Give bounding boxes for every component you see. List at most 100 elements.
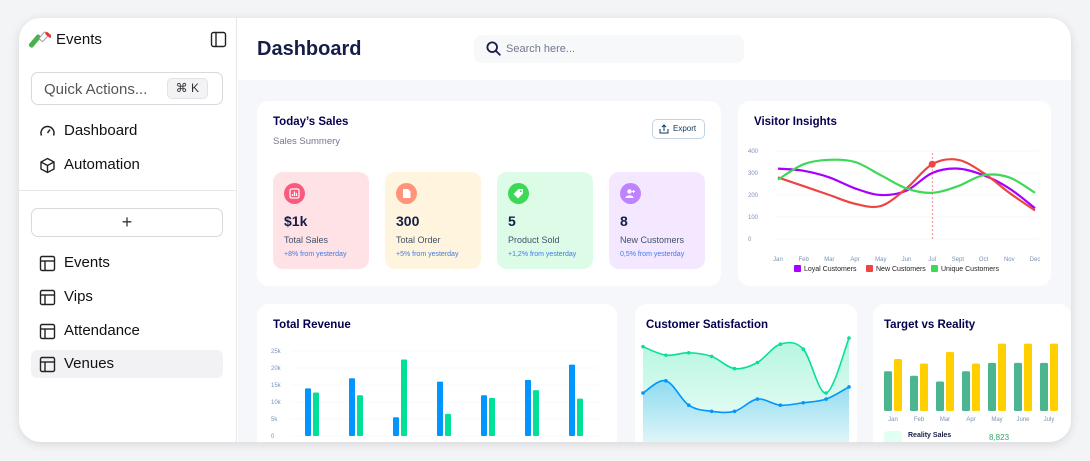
sidebar-item-label: Events: [64, 254, 110, 271]
export-icon: [659, 124, 669, 134]
table-icon: [39, 356, 56, 373]
revenue-bar: [481, 395, 487, 436]
quick-actions-label: Quick Actions...: [44, 81, 148, 98]
sidebar-item-events[interactable]: Events: [31, 249, 223, 277]
series-line-0: [642, 337, 850, 394]
series-line-1: [777, 158, 1036, 212]
data-point: [824, 397, 828, 401]
y-tick-label: 25k: [271, 349, 282, 355]
total-revenue-chart: 25k 20k 15k 10k 5k 0: [271, 349, 599, 440]
sidebar-item-automation[interactable]: Automation: [31, 151, 223, 179]
target-bar: [1040, 362, 1048, 411]
customer-satisfaction-chart: [641, 336, 851, 442]
cube-icon: [40, 157, 55, 174]
data-point: [847, 385, 851, 389]
revenue-bar: [393, 417, 399, 436]
add-table-button[interactable]: +: [31, 208, 223, 237]
main-content: Dashboard Today’s Sales Sales Summery Ex…: [238, 18, 1071, 442]
x-tick-label: Feb: [914, 417, 925, 423]
target-bar: [1024, 343, 1032, 411]
x-tick-label: May: [991, 417, 1002, 423]
data-point: [755, 397, 760, 401]
card-title: Today’s Sales: [273, 116, 349, 128]
chart-icon: [284, 183, 305, 204]
data-point: [847, 336, 851, 340]
data-point: [778, 403, 783, 407]
page-title: Dashboard: [257, 38, 362, 60]
stat-total-sales: $1k Total Sales +8% from yesterday: [273, 172, 369, 269]
y-tick-label: 20k: [271, 366, 282, 372]
stat-label: Total Order: [396, 235, 441, 245]
target-bar: [962, 371, 970, 411]
data-point: [732, 366, 737, 371]
target-bar: [1050, 343, 1058, 411]
legend-swatch: [931, 265, 938, 272]
stat-label: Product Sold: [508, 235, 560, 245]
sidebar-item-attendance[interactable]: Attendance: [31, 317, 223, 345]
reality-sales-label: Reality Sales: [908, 432, 952, 439]
card-title: Customer Satisfaction: [646, 319, 769, 331]
series-line-1: [642, 379, 850, 414]
data-point: [664, 353, 668, 357]
revenue-bar: [313, 392, 319, 436]
target-bar: [910, 375, 918, 411]
revenue-bar: [305, 388, 311, 436]
target-vs-reality-chart: Jan Feb Mar Apr May June July: [884, 343, 1058, 423]
table-icon: [39, 255, 56, 272]
target-bar: [920, 363, 928, 411]
legend-swatch: [866, 265, 873, 272]
revenue-bar: [489, 397, 495, 436]
target-bar: [1014, 362, 1022, 411]
reality-sales-value: 8,823: [989, 433, 1010, 442]
sidebar-header: Events: [27, 28, 227, 52]
data-point: [755, 360, 760, 365]
visitor-insights-chart: 400 300 200 100 0 Jan Feb Mar Apr May Jun Jul Sept Oc…: [748, 149, 1040, 263]
legend-label: Loyal Customers: [804, 266, 857, 273]
revenue-bar: [525, 379, 531, 436]
table-icon: [39, 289, 56, 306]
series-line-2: [777, 158, 1036, 194]
sidebar-toggle-icon[interactable]: [210, 31, 227, 48]
revenue-bar: [357, 395, 363, 436]
search-box: [474, 35, 744, 63]
y-tick-label: 5k: [271, 417, 278, 423]
legend-new: New Customers: [866, 265, 926, 273]
revenue-bar: [445, 413, 451, 436]
sidebar-item-venues[interactable]: Venues: [31, 350, 223, 378]
test-tube-icon: [28, 31, 51, 48]
search-input[interactable]: [506, 40, 726, 58]
x-tick-label: Apr: [850, 257, 859, 263]
revenue-bar: [401, 359, 407, 436]
data-point: [664, 379, 668, 383]
data-point: [778, 342, 783, 346]
data-point: [824, 391, 828, 395]
x-tick-label: June: [1016, 417, 1030, 423]
export-label: Export: [673, 124, 697, 133]
y-tick-label: 200: [748, 193, 759, 199]
legend-unique: Unique Customers: [931, 265, 999, 273]
export-button[interactable]: Export: [652, 119, 705, 139]
stat-value: 5: [508, 213, 516, 229]
sidebar-item-vips[interactable]: Vips: [31, 283, 223, 311]
stat-change: +5% from yesterday: [396, 251, 459, 258]
stat-value: 8: [620, 213, 628, 229]
shortcut-badge: ⌘ K: [166, 78, 208, 99]
card-title: Visitor Insights: [754, 116, 837, 128]
document-icon: [396, 183, 417, 204]
sidebar-item-label: Automation: [64, 156, 140, 173]
revenue-bar: [577, 398, 583, 436]
y-tick-label: 15k: [271, 383, 282, 389]
x-tick-label: May: [875, 257, 886, 263]
quick-actions-button[interactable]: Quick Actions... ⌘ K: [31, 72, 223, 105]
x-tick-label: Nov: [1004, 257, 1015, 263]
stat-value: 300: [396, 213, 420, 229]
x-tick-label: Jan: [888, 417, 898, 423]
target-bar: [894, 359, 902, 411]
sidebar-item-dashboard[interactable]: Dashboard: [31, 117, 223, 145]
stat-value: $1k: [284, 213, 308, 229]
visitor-insights-card: Visitor Insights 400 300 200 100 0 Jan Feb Mar A…: [738, 101, 1051, 286]
stat-change: +8% from yesterday: [284, 251, 347, 258]
reality-sales-icon: [884, 431, 902, 442]
sidebar: Events Quick Actions... ⌘ K Dashboard Au…: [19, 18, 237, 442]
legend-label: New Customers: [876, 266, 926, 273]
